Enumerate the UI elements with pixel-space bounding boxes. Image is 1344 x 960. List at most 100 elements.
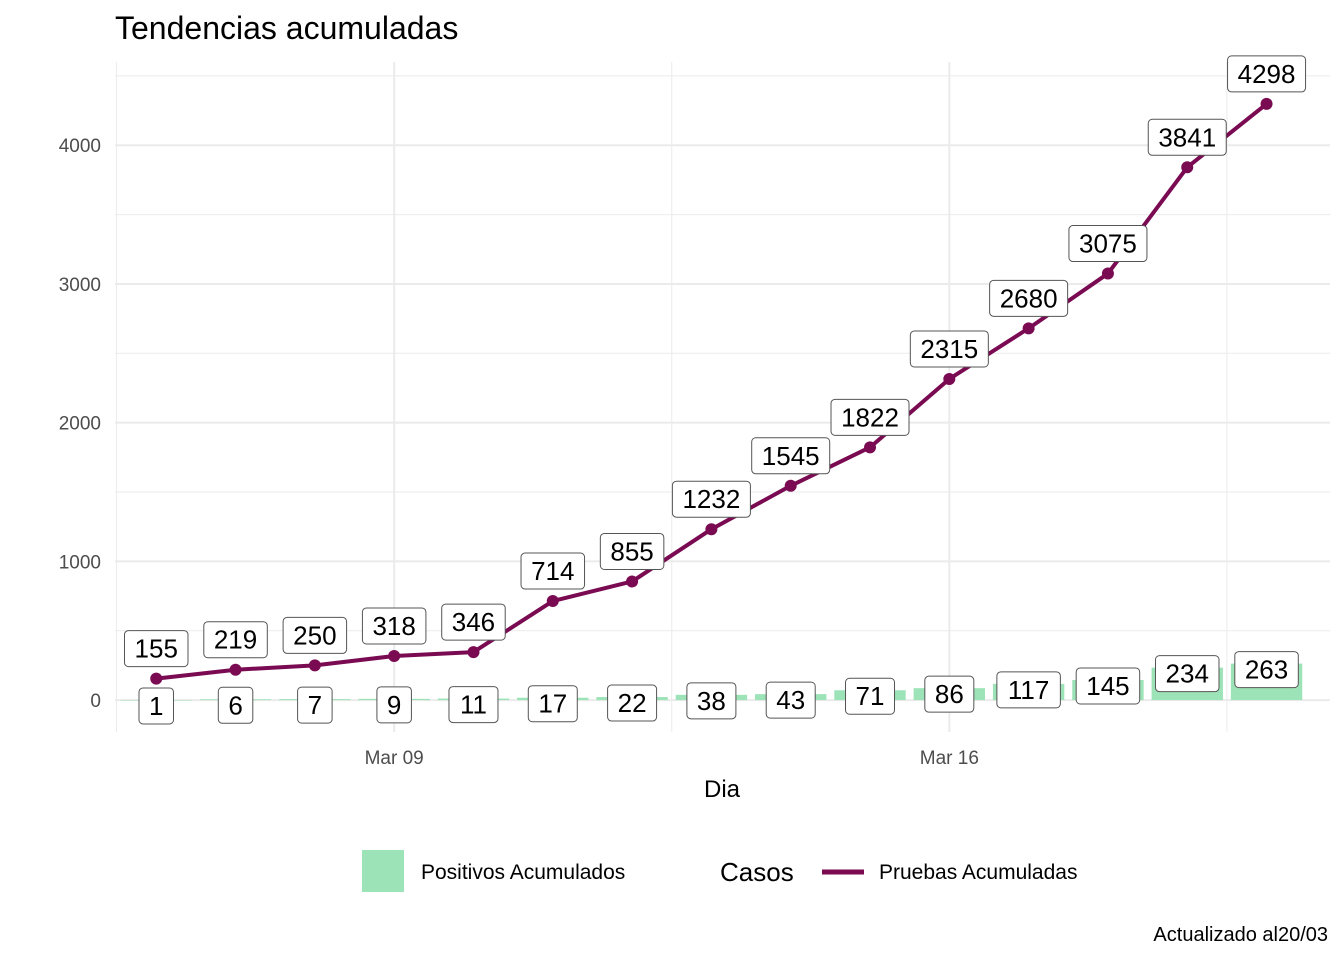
data-label-text: 43 xyxy=(776,685,805,715)
data-labels: 1 155 6 219 7 250 9 318 11 346 17 714 22 855 38 1232 43 1… xyxy=(123,55,1307,725)
data-point xyxy=(1181,161,1194,174)
bar-value-label: 6 xyxy=(217,686,254,724)
bar-value-label: 9 xyxy=(376,686,412,724)
data-label-text: 263 xyxy=(1245,655,1288,685)
data-label-text: 318 xyxy=(372,611,415,641)
series-line-pruebas xyxy=(156,102,1268,681)
data-label-text: 3075 xyxy=(1079,229,1137,259)
data-label-box xyxy=(1147,118,1227,156)
data-label-box xyxy=(361,607,427,645)
data-label-box xyxy=(909,330,989,368)
data-label-box xyxy=(520,552,586,590)
legend: Positivos Acumulados Casos Pruebas Acumu… xyxy=(362,850,1077,892)
line-value-label: 250 xyxy=(282,616,348,654)
data-label-box xyxy=(989,279,1069,317)
y-tick-label: 3000 xyxy=(59,275,101,296)
data-label-box xyxy=(751,437,831,475)
data-label-text: 86 xyxy=(935,679,964,709)
line-series xyxy=(150,97,1273,685)
data-label-text: 17 xyxy=(538,689,567,719)
data-label-text: 117 xyxy=(1008,675,1049,705)
data-label-box xyxy=(441,603,506,641)
data-label-box xyxy=(448,686,499,724)
data-label-box xyxy=(1075,667,1141,705)
data-point xyxy=(1101,267,1114,280)
line-value-label: 714 xyxy=(520,552,586,590)
data-label-text: 1545 xyxy=(762,441,820,471)
data-point xyxy=(546,595,559,608)
line-value-label: 855 xyxy=(599,532,665,570)
bar-value-label: 145 xyxy=(1075,667,1141,705)
bar-value-label: 263 xyxy=(1234,651,1299,689)
data-point xyxy=(388,649,401,662)
data-label-text: 3841 xyxy=(1158,122,1216,152)
data-label-box xyxy=(123,630,189,668)
data-point xyxy=(705,523,718,536)
y-tick-label: 4000 xyxy=(59,136,101,157)
data-label-text: 1 xyxy=(149,691,163,721)
line-value-label: 219 xyxy=(203,621,268,659)
y-tick-label: 0 xyxy=(90,691,101,712)
caption: Actualizado al20/03 xyxy=(1153,924,1328,946)
data-label-box xyxy=(203,621,268,659)
data-label-box xyxy=(686,682,737,720)
data-point xyxy=(1022,322,1035,335)
data-label-box xyxy=(924,675,975,713)
data-label-text: 38 xyxy=(697,686,726,716)
bar-value-label: 22 xyxy=(607,684,658,722)
bar-value-label: 71 xyxy=(845,677,896,715)
data-label-box xyxy=(607,684,658,722)
data-label-box xyxy=(527,685,578,723)
line-value-label: 1822 xyxy=(830,398,910,436)
bar-value-label: 234 xyxy=(1154,655,1220,693)
data-label-text: 11 xyxy=(460,690,487,720)
data-label-box xyxy=(1227,55,1307,93)
bar-value-label: 43 xyxy=(765,681,816,719)
data-label-box xyxy=(217,686,254,724)
data-label-text: 714 xyxy=(531,556,574,586)
data-label-text: 155 xyxy=(135,634,178,664)
data-label-box xyxy=(1234,651,1299,689)
bar-value-label: 86 xyxy=(924,675,975,713)
chart-title: Tendencias acumuladas xyxy=(115,10,458,46)
data-label-box xyxy=(845,677,896,715)
data-label-box xyxy=(376,686,412,724)
bar-value-label: 7 xyxy=(297,686,333,724)
bar-value-label: 11 xyxy=(448,686,499,724)
bar-value-label: 38 xyxy=(686,682,737,720)
legend-title: Casos xyxy=(720,857,794,887)
data-label-text: 2680 xyxy=(1000,283,1058,313)
data-point xyxy=(1260,97,1273,110)
x-tick-label: Mar 09 xyxy=(365,748,424,769)
data-point xyxy=(943,372,956,385)
data-label-text: 250 xyxy=(293,620,336,650)
y-axis-ticks: 0 1000 2000 3000 4000 xyxy=(59,136,101,712)
x-tick-label: Mar 16 xyxy=(920,748,979,769)
data-label-text: 6 xyxy=(228,690,242,720)
data-label-box xyxy=(765,681,816,719)
legend-bar-label: Positivos Acumulados xyxy=(421,861,625,884)
legend-line-label: Pruebas Acumuladas xyxy=(879,861,1077,884)
data-label-box xyxy=(282,616,348,654)
data-label-text: 1822 xyxy=(841,402,899,432)
data-label-text: 71 xyxy=(856,681,885,711)
data-label-text: 145 xyxy=(1086,671,1129,701)
line-value-label: 3841 xyxy=(1147,118,1227,156)
bar-value-label: 17 xyxy=(527,685,578,723)
y-tick-label: 1000 xyxy=(59,552,101,573)
data-label-text: 2315 xyxy=(920,334,978,364)
data-point xyxy=(229,663,242,676)
data-label-box xyxy=(830,398,910,436)
data-point xyxy=(467,646,480,659)
grid xyxy=(115,62,1330,732)
data-label-box xyxy=(599,532,665,570)
data-label-text: 1232 xyxy=(682,484,740,514)
bar-value-label: 117 xyxy=(996,671,1061,709)
line-value-label: 2315 xyxy=(909,330,989,368)
data-label-box xyxy=(671,480,751,518)
data-label-box xyxy=(138,687,174,725)
line-value-label: 1232 xyxy=(671,480,751,518)
data-point xyxy=(784,479,797,492)
data-label-text: 219 xyxy=(214,625,257,655)
